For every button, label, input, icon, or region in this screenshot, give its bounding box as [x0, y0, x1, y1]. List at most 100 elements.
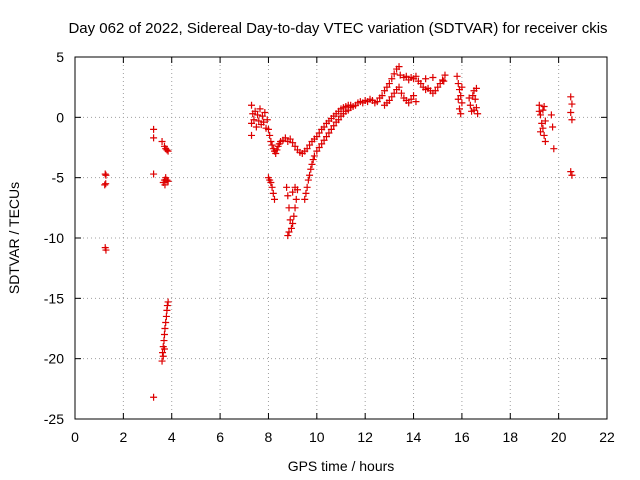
- data-point: [470, 106, 478, 114]
- data-point: [388, 93, 396, 101]
- data-point: [254, 111, 262, 119]
- data-point: [385, 96, 393, 104]
- data-point: [549, 123, 557, 131]
- data-point: [465, 94, 473, 102]
- data-point: [318, 140, 326, 148]
- data-point: [159, 352, 167, 360]
- data-point: [540, 131, 548, 139]
- data-point: [453, 72, 461, 80]
- y-tick-label: -15: [44, 290, 64, 306]
- data-point: [268, 141, 276, 149]
- data-point: [283, 183, 291, 191]
- x-axis-label: GPS time / hours: [288, 458, 395, 474]
- data-point: [454, 95, 462, 103]
- data-point: [159, 349, 167, 357]
- data-point: [163, 146, 171, 154]
- data-point: [289, 139, 297, 147]
- data-point: [255, 117, 263, 125]
- data-point: [383, 83, 391, 91]
- data-point: [102, 171, 110, 179]
- y-tick-label: 5: [56, 49, 64, 65]
- data-points: [101, 63, 576, 401]
- y-tick-label: 0: [56, 109, 64, 125]
- data-point: [313, 133, 321, 141]
- data-point: [290, 212, 298, 220]
- data-point: [303, 145, 311, 153]
- data-point: [248, 101, 256, 109]
- data-point: [102, 246, 110, 254]
- data-point: [541, 137, 549, 145]
- data-point: [474, 110, 482, 118]
- data-point: [163, 176, 171, 184]
- data-point: [163, 302, 171, 310]
- data-point: [567, 109, 575, 117]
- data-point: [395, 63, 403, 71]
- data-point: [313, 147, 321, 155]
- data-point: [304, 176, 312, 184]
- data-point: [535, 107, 543, 115]
- data-point: [466, 101, 474, 109]
- x-tick-label: 10: [309, 429, 325, 445]
- data-point: [539, 124, 547, 132]
- y-tick-label: -10: [44, 230, 64, 246]
- data-point: [567, 93, 575, 101]
- data-point: [390, 70, 398, 78]
- data-point: [458, 99, 466, 107]
- data-point: [308, 160, 316, 168]
- data-point: [568, 100, 576, 108]
- data-point: [568, 116, 576, 124]
- data-point: [471, 95, 479, 103]
- data-point: [161, 181, 169, 189]
- data-point: [252, 123, 260, 131]
- data-point: [150, 393, 158, 401]
- data-point: [285, 204, 293, 212]
- data-point: [101, 170, 109, 178]
- x-tick-label: 22: [599, 429, 615, 445]
- data-point: [164, 147, 172, 155]
- data-point: [289, 188, 297, 196]
- data-point: [261, 109, 269, 117]
- data-point: [454, 80, 462, 88]
- data-point: [541, 117, 549, 125]
- data-point: [567, 168, 575, 176]
- x-tick-label: 16: [454, 429, 470, 445]
- data-point: [310, 152, 318, 160]
- y-tick-label: -5: [52, 170, 65, 186]
- y-tick-label: -25: [44, 411, 64, 427]
- data-point: [439, 76, 447, 84]
- data-point: [284, 192, 292, 200]
- data-point: [302, 189, 310, 197]
- data-point: [303, 183, 311, 191]
- data-point: [301, 195, 309, 203]
- data-point: [292, 195, 300, 203]
- data-point: [472, 84, 480, 92]
- data-point: [315, 144, 323, 151]
- data-point: [390, 89, 398, 97]
- data-point: [402, 72, 410, 80]
- data-point: [568, 171, 576, 179]
- data-point: [248, 131, 256, 139]
- x-tick-label: 20: [551, 429, 567, 445]
- data-point: [405, 99, 413, 107]
- data-point: [263, 116, 271, 124]
- data-point: [286, 216, 294, 224]
- data-point: [431, 87, 439, 95]
- data-point: [268, 183, 276, 191]
- data-point: [285, 228, 293, 236]
- data-point: [162, 312, 170, 320]
- data-point: [441, 71, 449, 79]
- x-tick-labels: 0 2 4 6 8 10 12 14 16 18 20 22: [71, 429, 615, 445]
- x-tick-label: 0: [71, 429, 79, 445]
- data-point: [550, 145, 558, 153]
- data-point: [320, 136, 328, 144]
- data-point: [160, 337, 168, 345]
- x-tick-label: 6: [216, 429, 224, 445]
- data-point: [306, 171, 314, 179]
- data-point: [325, 129, 333, 137]
- data-point: [160, 345, 168, 353]
- plot-frame: [74, 56, 608, 420]
- data-point: [161, 325, 169, 332]
- data-point: [281, 134, 289, 142]
- data-point: [412, 98, 420, 106]
- data-point: [160, 331, 168, 339]
